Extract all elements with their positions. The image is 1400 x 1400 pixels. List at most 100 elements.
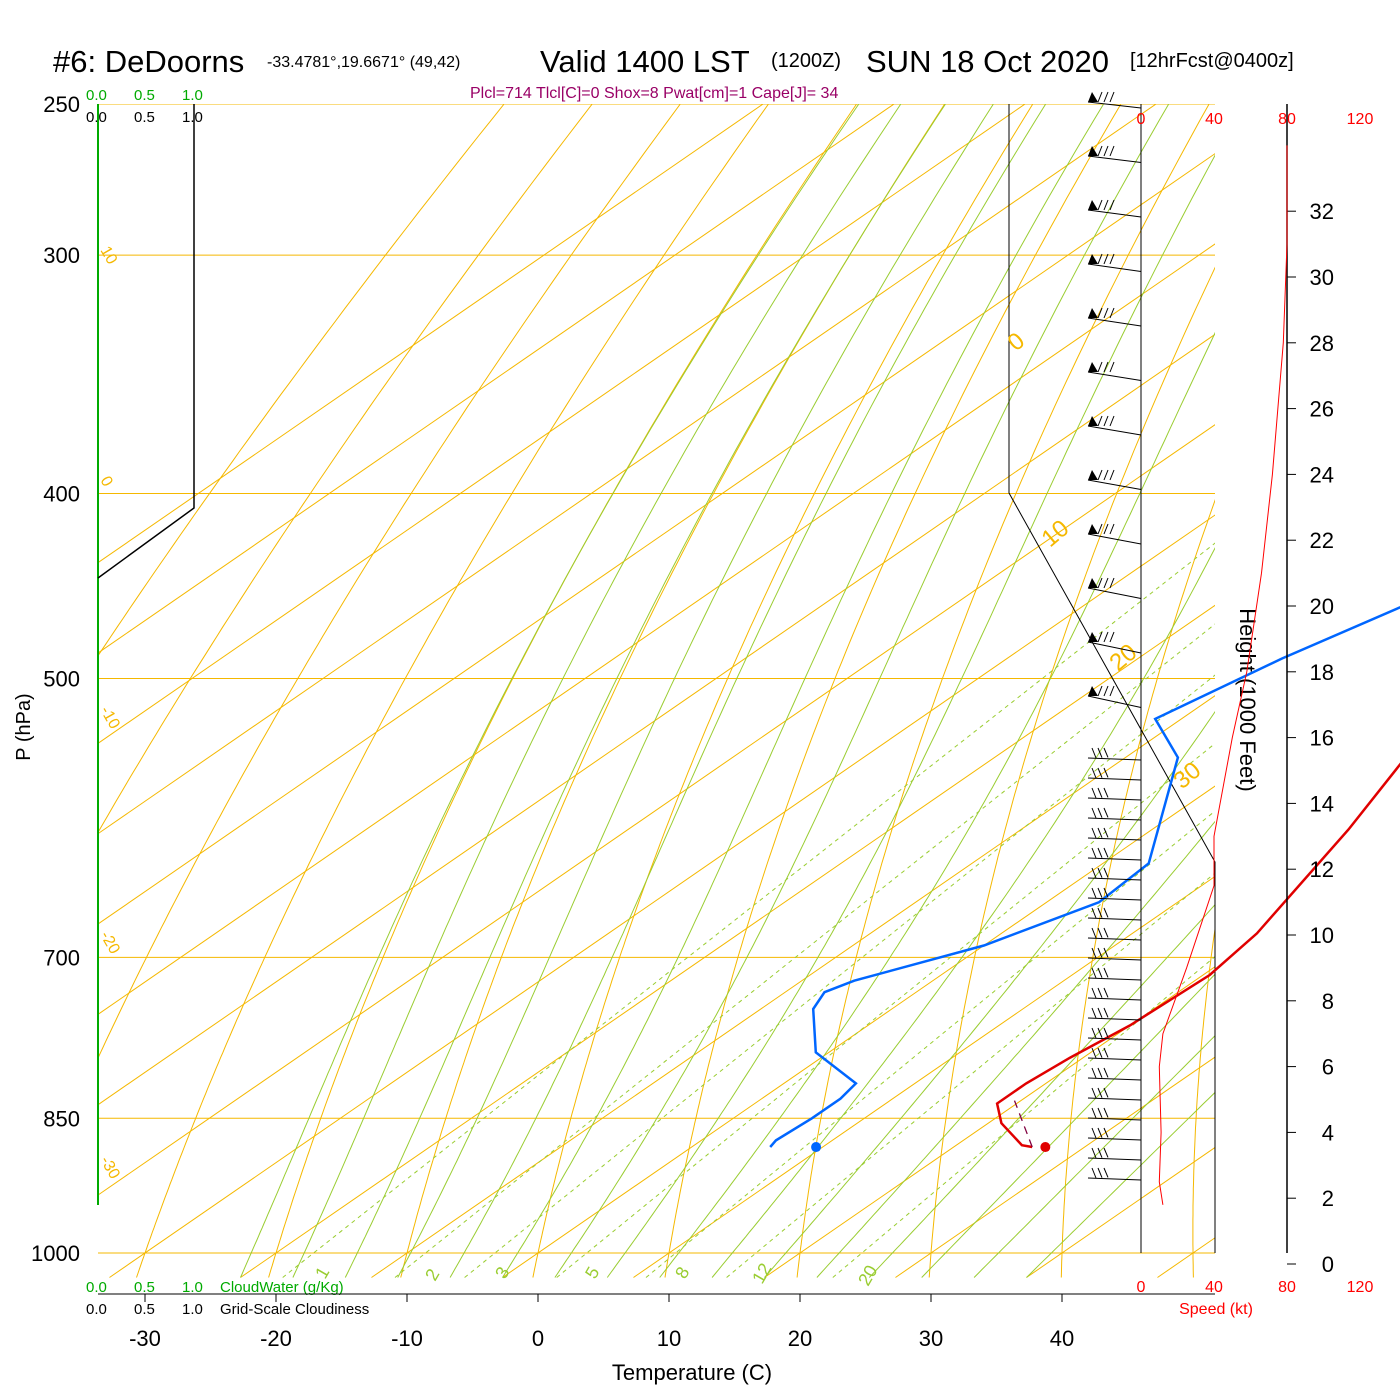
height-axis-title: Height (1000 Feet): [1235, 608, 1260, 791]
height-tick-label: 20: [1310, 594, 1334, 619]
pressure-tick-label: 400: [43, 482, 80, 507]
barb-feather: [1091, 747, 1097, 759]
speed-axis-label: Speed (kt): [1179, 1301, 1253, 1318]
barb-staff: [1087, 937, 1142, 941]
moist-adiabat: [554, 104, 1170, 1278]
barb-flag: [1088, 416, 1098, 426]
thermo-background: [98, 104, 1215, 1278]
wind-barb: [1087, 523, 1142, 545]
barb-staff: [1087, 1117, 1142, 1121]
barb-feather: [1097, 747, 1103, 758]
height-tick-label: 16: [1310, 726, 1334, 751]
wind-barb: [1087, 1047, 1142, 1061]
sounding-profiles: [769, 605, 1400, 1153]
moist-adiabat: [711, 547, 1215, 1278]
barb-staff: [1087, 1037, 1142, 1041]
wind-barb: [1087, 253, 1142, 272]
barb-feather: [1091, 787, 1097, 799]
cloud-bottom-black-0: 0.0: [86, 1301, 107, 1318]
surface-temperature-marker: [1040, 1142, 1051, 1153]
barb-staff: [1087, 1177, 1142, 1181]
barb-feather: [1097, 307, 1103, 319]
wind-barbs: [1087, 91, 1142, 1181]
wind-barb: [1087, 987, 1142, 1001]
speed-top-120: 120: [1347, 111, 1374, 128]
barb-feather: [1103, 1107, 1109, 1118]
height-tick-label: 28: [1310, 331, 1334, 356]
mixing-ratio-label: 12: [748, 1260, 775, 1287]
barb-feather: [1097, 361, 1103, 373]
wind-barb: [1087, 847, 1142, 861]
wind-barb: [1087, 469, 1142, 490]
barb-staff: [1087, 155, 1142, 163]
barb-flag: [1088, 254, 1098, 264]
barb-staff: [1087, 797, 1142, 801]
x-tick-label: 10: [657, 1326, 681, 1351]
barb-feather: [1091, 1027, 1097, 1039]
barb-feather: [1109, 361, 1115, 373]
barb-staff: [1087, 1057, 1142, 1061]
barb-feather: [1097, 199, 1103, 211]
height-tick-label: 30: [1310, 265, 1334, 290]
barb-feather: [1091, 1067, 1097, 1079]
height-tick-label: 8: [1322, 989, 1334, 1014]
barb-feather: [1103, 1167, 1109, 1178]
barb-feather: [1091, 767, 1097, 779]
barb-staff: [1087, 957, 1142, 961]
barb-staff: [1087, 1157, 1142, 1161]
speed-axis-top: 0 40 80 120: [1137, 111, 1374, 128]
barb-feather: [1103, 523, 1109, 535]
barb-feather: [1097, 807, 1103, 818]
plot-frame-right: [1008, 104, 1216, 1253]
valid-time: Valid 1400 LST: [540, 44, 750, 79]
barb-feather: [1091, 1007, 1097, 1019]
pressure-tick-label: 1000: [31, 1241, 80, 1266]
dewpoint-profile: [769, 605, 1400, 1148]
barb-feather: [1097, 1027, 1103, 1038]
barb-feather: [1091, 1147, 1097, 1159]
moist-adiabat: [606, 154, 1215, 1278]
moist-adiabat: [868, 903, 1215, 1278]
wind-barb: [1087, 787, 1142, 801]
isotherm: [1157, 1237, 1215, 1278]
barb-staff: [1087, 897, 1142, 901]
barb-feather: [1103, 1147, 1109, 1158]
isotherm: [98, 153, 1215, 925]
barb-feather: [1091, 1087, 1097, 1099]
wind-barb: [1087, 887, 1142, 901]
wind-speed-profile: [1158, 145, 1288, 1205]
barb-feather: [1097, 469, 1103, 481]
height-tick-label: 32: [1310, 199, 1334, 224]
dry-adiabat-label: 0: [97, 474, 116, 490]
barb-flag: [1088, 146, 1098, 156]
speed-bottom-40: 40: [1205, 1279, 1223, 1296]
barb-feather: [1097, 967, 1103, 978]
barb-feather: [1103, 747, 1109, 758]
barb-feather: [1097, 1107, 1103, 1118]
barb-feather: [1103, 307, 1109, 319]
barb-feather: [1091, 1047, 1097, 1059]
barb-staff: [1087, 101, 1142, 109]
barb-feather: [1103, 1007, 1109, 1018]
barb-staff: [1087, 757, 1142, 761]
moist-adiabat: [292, 104, 902, 1278]
barb-feather: [1103, 867, 1109, 878]
mixing-ratio-line: [726, 872, 1215, 1278]
barb-feather: [1091, 847, 1097, 859]
height-tick-label: 26: [1310, 397, 1334, 422]
moist-adiabat-label: 20: [1105, 639, 1143, 677]
dry-adiabat-label: -10: [97, 704, 123, 733]
x-tick-label: 40: [1050, 1326, 1074, 1351]
barb-feather: [1109, 469, 1115, 481]
cloud-axis-bottom: 0.0 0.5 1.0 CloudWater (g/Kg) 0.0 0.5 1.…: [86, 1279, 369, 1318]
moist-adiabat: [344, 104, 947, 1278]
cloud-bottom-green-1: 0.5: [134, 1279, 155, 1296]
isotherm: [895, 1056, 1215, 1278]
moist-adiabat: [397, 104, 994, 1278]
wind-barb: [1087, 767, 1142, 781]
wind-barb: [1087, 91, 1142, 109]
dry-adiabat: [928, 266, 1215, 1278]
barb-feather: [1103, 1047, 1109, 1058]
